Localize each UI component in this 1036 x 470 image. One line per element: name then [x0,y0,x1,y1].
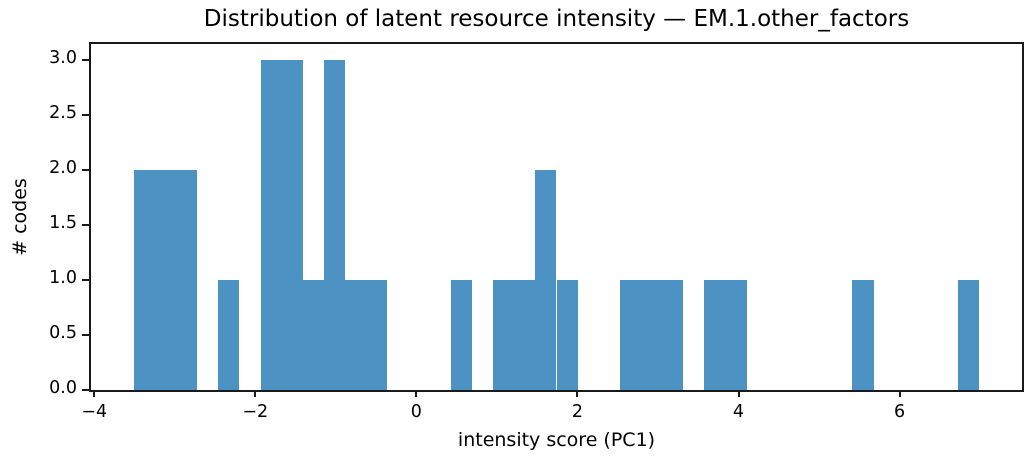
y-tick-mark [82,334,89,337]
histogram-bar [662,280,684,390]
histogram-bar [260,60,282,390]
histogram-bar [175,170,198,390]
histogram-bar [852,280,874,390]
histogram-bar [619,280,642,390]
histogram-bar [366,280,388,390]
histogram-bar [535,170,557,390]
y-tick-label: 2.5 [49,103,77,124]
x-tick-label: 4 [732,402,745,422]
histogram-bar [704,280,726,390]
histogram-bar [133,170,155,390]
histogram-bar [958,280,980,390]
plot-area: −4 −2 0 2 4 6 0.0 0.5 1.0 1.5 2.0 2.5 3.0 [49,42,1024,422]
x-axis-label: intensity score (PC1) [457,429,656,451]
histogram-bar [725,280,747,390]
histogram-bar [514,280,536,390]
histogram-bar [323,60,346,390]
x-tick-label: 2 [571,402,583,422]
x-tick-label: 0 [410,402,422,422]
x-tick-mark [898,390,901,397]
chart-title: Distribution of latent resource intensit… [203,6,910,32]
y-tick-mark [82,169,89,172]
y-tick-mark [82,279,89,282]
x-tick-label: 6 [894,402,906,422]
y-tick-mark [82,114,89,117]
y-tick-label: 0.0 [49,378,77,398]
x-tick-label: −4 [81,402,108,422]
x-tick-mark [576,390,579,397]
histogram-bar [154,170,176,390]
histogram-bar [450,280,472,390]
y-tick-mark [82,59,89,62]
y-tick-mark [82,224,89,227]
y-tick-mark [82,389,89,391]
y-axis-label: # codes [9,178,31,256]
histogram-bar [641,280,663,390]
histogram-bar [218,280,240,390]
x-tick-label: −2 [242,402,269,422]
x-tick-mark [737,390,740,397]
y-tick-label: 2.0 [49,158,77,179]
x-tick-mark [254,390,257,397]
x-tick-mark [415,390,418,397]
y-tick-label: 0.5 [49,323,77,344]
y-tick-label: 1.5 [49,213,77,234]
histogram-bar [281,60,303,390]
x-tick-mark [93,390,96,397]
histogram-bar [302,280,324,390]
histogram-bar [345,280,367,390]
histogram-bar [556,280,578,390]
histogram-bar [493,280,515,390]
y-tick-label: 1.0 [49,268,77,289]
y-tick-label: 3.0 [49,48,77,69]
